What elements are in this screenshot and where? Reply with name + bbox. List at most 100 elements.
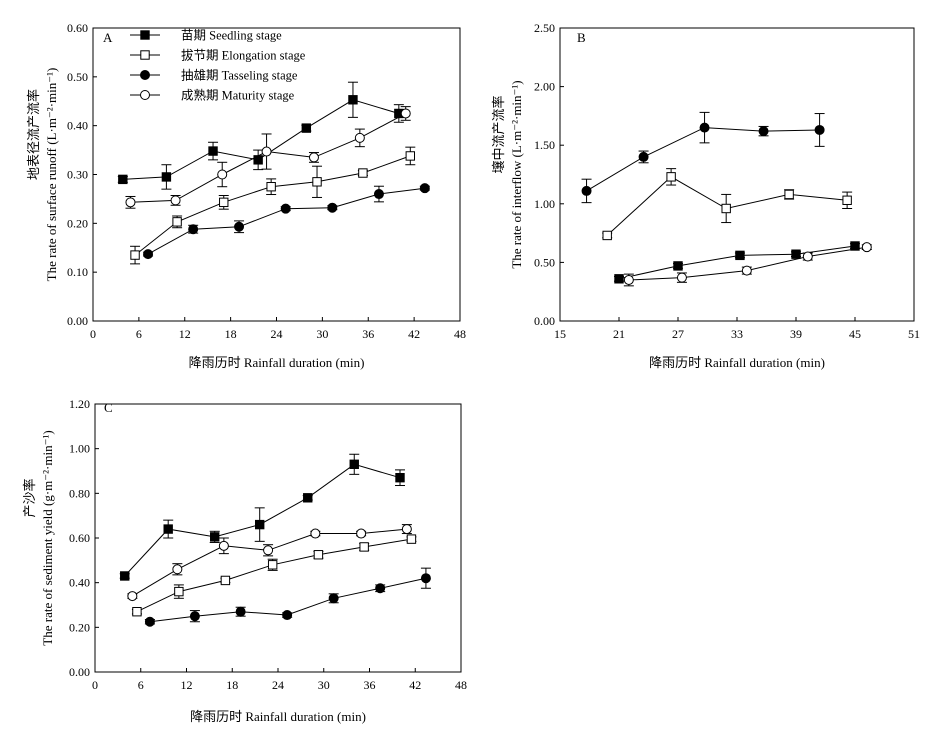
y-tick-label: 0.30 xyxy=(67,168,88,182)
chart-panel-a: 0 6 12 18 24 30 36 42 48 0.00 0.10 0.20 0.30 0.40 0.50… xyxy=(26,21,466,370)
panel-letter: A xyxy=(103,30,113,45)
x-tick-label: 27 xyxy=(672,327,684,341)
data-point xyxy=(814,124,825,135)
legend-marker xyxy=(140,90,150,100)
legend-entry: 拔节期 Elongation stage xyxy=(181,48,306,63)
data-point xyxy=(676,272,687,283)
data-point xyxy=(758,126,769,137)
data-point xyxy=(802,251,813,262)
data-point xyxy=(328,593,339,604)
data-point xyxy=(301,123,312,133)
x-tick-label: 48 xyxy=(455,678,467,692)
data-point xyxy=(172,217,182,227)
data-point xyxy=(614,274,624,284)
legend-entry: 成熟期 Maturity stage xyxy=(181,88,295,103)
series-line xyxy=(136,538,412,613)
legend-marker xyxy=(140,50,150,60)
data-point xyxy=(263,545,274,556)
data-point xyxy=(784,189,794,200)
data-point xyxy=(144,616,155,627)
y-tick-label: 0.60 xyxy=(67,21,88,35)
x-tick-label: 45 xyxy=(849,327,861,341)
x-tick-label: 30 xyxy=(318,678,330,692)
x-tick-label: 15 xyxy=(554,327,566,341)
y-tick-label: 0.80 xyxy=(69,486,90,500)
data-point xyxy=(735,250,745,261)
data-point xyxy=(359,542,369,552)
data-point xyxy=(120,571,130,581)
data-point xyxy=(118,174,128,185)
x-tick-label: 21 xyxy=(613,327,625,341)
y-tick-label: 1.00 xyxy=(69,442,90,456)
series-2 xyxy=(581,111,825,204)
data-point xyxy=(220,575,231,586)
x-tick-label: 48 xyxy=(454,327,466,341)
data-point xyxy=(356,528,367,539)
legend: 苗期 Seedling stage 拔节期 Elongation stage 抽雄期… xyxy=(130,29,306,103)
x-tick-label: 6 xyxy=(136,327,142,341)
series-3 xyxy=(125,106,411,209)
data-point xyxy=(308,152,319,163)
y-tick-label: 0.60 xyxy=(69,531,90,545)
data-point xyxy=(401,524,412,535)
series-0 xyxy=(119,453,405,581)
data-point xyxy=(234,221,245,232)
series-1 xyxy=(602,168,853,241)
data-point xyxy=(267,560,278,570)
data-point xyxy=(354,132,365,143)
series-line xyxy=(147,187,425,255)
x-tick-label: 18 xyxy=(225,327,237,341)
data-point xyxy=(375,583,386,594)
data-point xyxy=(130,250,140,260)
data-point xyxy=(420,573,431,584)
data-point xyxy=(312,177,322,187)
x-tick-label: 42 xyxy=(408,327,420,341)
data-point xyxy=(581,185,592,196)
series-1 xyxy=(130,146,416,265)
x-tick-label: 24 xyxy=(272,678,284,692)
data-point xyxy=(861,242,872,253)
legend-entry: 苗期 Seedling stage xyxy=(181,29,282,43)
x-axis-label: 降雨历时 Rainfall duration (min) xyxy=(189,355,365,370)
data-point xyxy=(143,249,154,260)
y-axis-label-cn: 地表径流产流率 xyxy=(26,89,41,180)
data-point xyxy=(235,606,246,617)
data-point xyxy=(602,230,612,241)
data-point xyxy=(280,203,291,214)
series-0 xyxy=(117,81,404,190)
data-point xyxy=(217,169,228,180)
x-tick-label: 36 xyxy=(364,678,376,692)
data-point xyxy=(261,146,272,157)
y-tick-label: 0.20 xyxy=(67,216,88,230)
y-tick-label: 0.00 xyxy=(534,314,555,328)
data-point xyxy=(741,265,752,276)
data-point xyxy=(219,197,229,208)
data-point xyxy=(373,189,384,200)
data-point xyxy=(673,261,683,271)
y-tick-label: 1.20 xyxy=(69,397,90,411)
y-tick-label: 0.50 xyxy=(534,255,555,269)
chart-panel-b: 15 21 27 33 39 45 51 0.00 0.50 1.00 1.50 2.00 2.50 B 降… xyxy=(491,21,920,370)
y-tick-label: 0.00 xyxy=(67,314,88,328)
y-axis-label-en: The rate of sediment yield (g·m⁻²·min⁻¹) xyxy=(40,430,55,645)
data-point xyxy=(161,172,172,182)
y-tick-label: 0.00 xyxy=(69,665,90,679)
data-point xyxy=(721,203,731,214)
x-tick-label: 12 xyxy=(181,678,193,692)
y-tick-label: 0.50 xyxy=(67,70,88,84)
y-tick-label: 2.00 xyxy=(534,80,555,94)
data-point xyxy=(623,274,634,285)
data-point xyxy=(405,151,416,161)
data-point xyxy=(358,168,368,178)
x-tick-label: 0 xyxy=(92,678,98,692)
data-point xyxy=(313,550,324,560)
x-tick-label: 51 xyxy=(908,327,920,341)
data-point xyxy=(255,519,265,530)
series-3 xyxy=(127,524,412,602)
data-point xyxy=(348,95,358,105)
x-axis-label: 降雨历时 Rainfall duration (min) xyxy=(649,355,825,370)
series-1 xyxy=(131,534,417,617)
y-tick-label: 1.00 xyxy=(534,197,555,211)
data-point xyxy=(210,532,220,542)
